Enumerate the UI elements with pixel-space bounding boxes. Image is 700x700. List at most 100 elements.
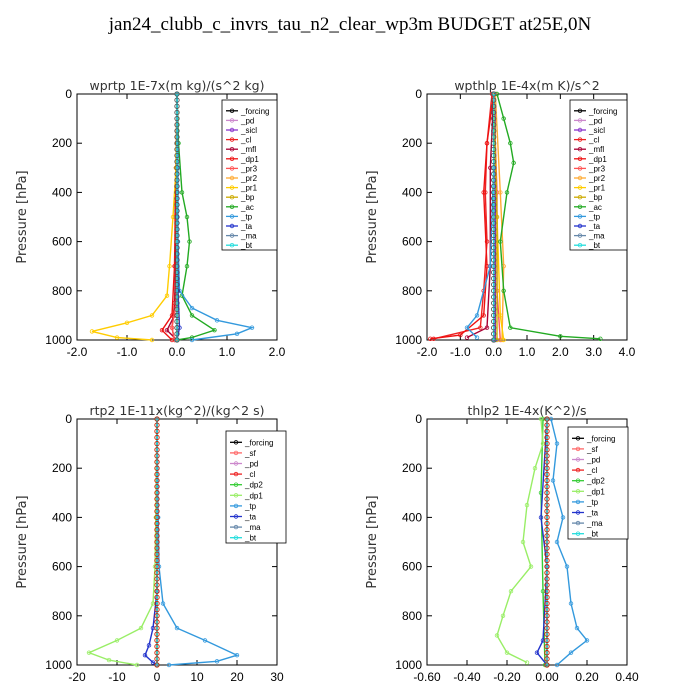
profile-marker (174, 146, 180, 153)
x-tick-label: -2.0 (417, 345, 438, 359)
profile-marker (544, 520, 550, 527)
legend-marker (229, 223, 235, 229)
legend-marker (575, 467, 581, 473)
data-point (184, 263, 190, 269)
profile-marker (544, 447, 550, 453)
legend-marker (229, 242, 235, 248)
data-point (484, 325, 490, 330)
profile-marker (154, 619, 160, 625)
legend-entry: _ta (586, 509, 599, 518)
legend-marker (233, 524, 239, 530)
profile-marker (174, 238, 180, 245)
data-point (598, 336, 603, 341)
data-point (534, 650, 540, 655)
legend-box (567, 426, 629, 540)
legend-entry: _pr2 (240, 174, 258, 183)
legend-box (221, 99, 278, 251)
data-point (558, 334, 563, 339)
profile-marker (544, 637, 550, 644)
profile-marker (174, 337, 180, 343)
profile-marker (544, 588, 550, 594)
legend-entry: _ac (240, 203, 254, 212)
profile-marker (174, 325, 180, 331)
data-point (538, 416, 544, 422)
profile-marker (491, 165, 497, 171)
profile-marker (154, 576, 160, 582)
chart-title: wpthlp 1E-4x(m K)/s^2 (454, 78, 599, 93)
legend-marker (577, 156, 583, 161)
legend-marker (577, 127, 583, 133)
profile-marker (174, 122, 180, 128)
profile-marker (174, 91, 180, 97)
y-tick-label: 200 (52, 136, 72, 150)
legend-marker (575, 489, 581, 494)
data-point (214, 659, 220, 664)
profile-marker (491, 294, 497, 300)
legend-marker (577, 175, 583, 181)
profile-marker (491, 140, 497, 146)
profile-marker (154, 434, 160, 441)
legend-marker (575, 531, 581, 536)
data-point (187, 239, 192, 244)
profile-marker (174, 202, 180, 208)
legend-entry: _pd (588, 116, 602, 125)
series-line-dp1 (87, 418, 158, 666)
profile-marker (174, 257, 180, 263)
profile-marker (154, 594, 160, 601)
profile-marker (491, 300, 497, 306)
y-tick-label: 600 (52, 235, 72, 249)
legend-entry: _cl (240, 136, 251, 145)
profile-marker (491, 275, 497, 282)
profile-marker (154, 465, 160, 471)
data-point (464, 335, 470, 340)
x-tick-label: 4.0 (619, 345, 636, 359)
y-tick-label: 1000 (45, 658, 72, 672)
data-point (234, 331, 240, 337)
profile-marker (491, 257, 497, 263)
profile-marker (491, 220, 497, 226)
x-tick-label: -0.60 (413, 670, 441, 684)
legend-entry: _tp (586, 498, 599, 507)
profile-marker (544, 453, 550, 459)
data-point (500, 613, 506, 618)
y-tick-label: 800 (52, 609, 72, 623)
legend-entry: _cl (244, 470, 255, 479)
x-tick-label: 3.0 (585, 345, 602, 359)
profile-marker (174, 208, 180, 214)
data-point (234, 652, 240, 658)
x-tick-label: 1.0 (219, 345, 236, 359)
legend-entry: _ma (244, 523, 261, 532)
y-tick-label: 400 (52, 185, 72, 199)
profile-marker (154, 527, 160, 533)
legend-entry: _dp1 (240, 155, 259, 164)
profile-marker (544, 434, 550, 441)
x-tick-label: 10 (190, 670, 204, 684)
data-point (249, 325, 255, 330)
profile-marker (491, 122, 497, 128)
x-tick-label: -0.20 (493, 670, 521, 684)
profile-marker (154, 551, 160, 557)
data-point (166, 662, 172, 668)
legend-marker (229, 204, 235, 209)
legend-entry: _forcing (586, 434, 615, 443)
legend-entry: _ta (588, 222, 601, 231)
data-point (524, 660, 530, 665)
legend-marker (229, 166, 235, 171)
legend-entry: _ma (586, 519, 603, 528)
legend-box (569, 99, 628, 251)
profile-marker (154, 422, 160, 428)
data-point (159, 327, 165, 333)
legend-box (225, 430, 287, 544)
data-point (481, 313, 486, 318)
profile-marker (491, 134, 497, 140)
series-line-dp1 (430, 93, 495, 340)
profile-marker (491, 331, 497, 337)
data-point (124, 320, 130, 325)
profile-marker (174, 251, 180, 257)
legend-entry: _dp1 (244, 491, 263, 500)
legend-marker (575, 457, 581, 462)
figure-title: jan24_clubb_c_invrs_tau_n2_clear_wp3m BU… (108, 14, 592, 35)
y-tick-label: 200 (402, 461, 422, 475)
legend-entry: _bp (588, 193, 603, 202)
data-point (214, 318, 220, 323)
